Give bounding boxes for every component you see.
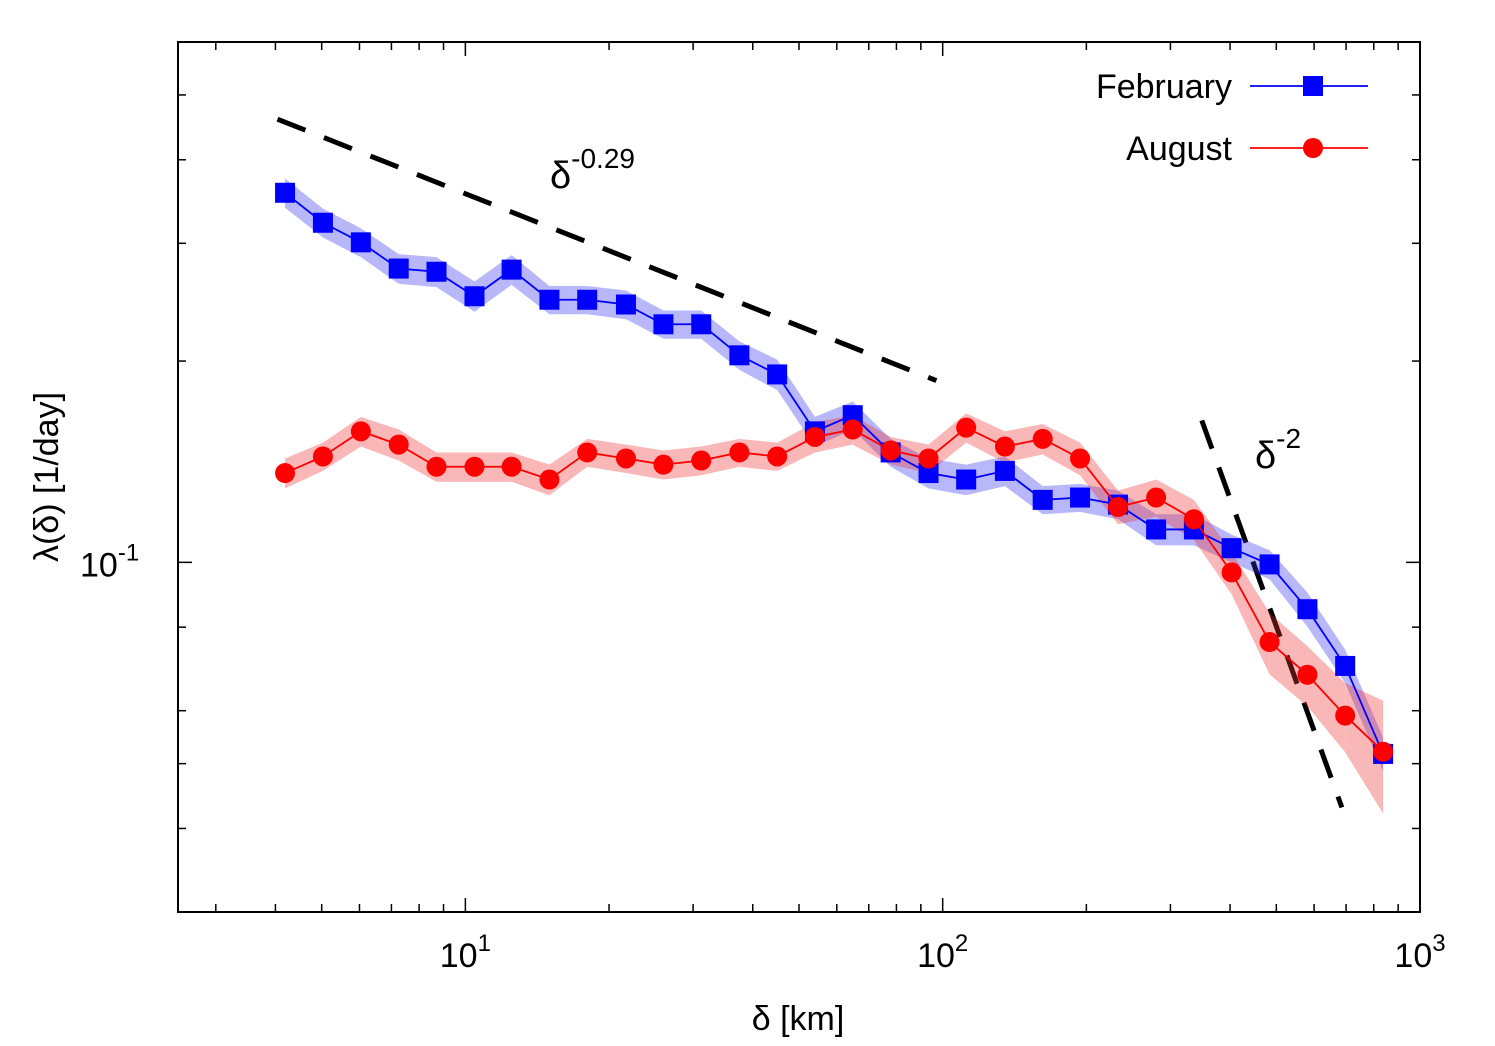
marker xyxy=(956,417,977,438)
marker xyxy=(350,421,371,442)
annotation-text: δ xyxy=(1255,435,1276,477)
marker xyxy=(804,426,825,447)
marker xyxy=(312,446,333,467)
marker xyxy=(1070,448,1091,469)
marker xyxy=(1146,519,1167,540)
marker xyxy=(842,419,863,440)
reference-line xyxy=(1199,419,1345,809)
marker xyxy=(464,286,485,307)
legend-label: February xyxy=(1096,68,1232,106)
marker xyxy=(653,454,674,475)
marker xyxy=(767,446,788,467)
legend-marker xyxy=(1303,138,1323,158)
marker xyxy=(426,261,447,282)
x-tick-label: 103 xyxy=(1394,930,1445,975)
marker xyxy=(1335,655,1356,676)
y-tick-exponent: -1 xyxy=(118,539,139,566)
marker xyxy=(1259,632,1280,653)
x-tick-exponent: 1 xyxy=(478,930,491,957)
marker xyxy=(539,469,560,490)
marker xyxy=(729,345,750,366)
y-tick-base: 10 xyxy=(80,546,118,584)
plot-frame xyxy=(177,41,1421,913)
x-tick-exponent: 3 xyxy=(1432,930,1445,957)
marker xyxy=(1297,664,1318,685)
legend-marker xyxy=(1303,76,1323,96)
marker xyxy=(501,456,522,477)
marker xyxy=(1297,599,1318,620)
annotation-text: δ xyxy=(550,155,571,197)
marker xyxy=(880,440,901,461)
marker xyxy=(1221,562,1242,583)
marker xyxy=(275,463,296,484)
y-axis-label: λ(δ) [1/day] xyxy=(28,392,66,562)
x-tick-base: 10 xyxy=(440,937,478,975)
marker xyxy=(1070,487,1091,508)
legend-label: August xyxy=(1126,130,1232,168)
marker xyxy=(918,448,939,469)
marker xyxy=(577,289,598,310)
x-tick-exponent: 2 xyxy=(955,930,968,957)
marker xyxy=(275,182,296,203)
marker xyxy=(1221,538,1242,559)
marker xyxy=(350,232,371,253)
annotation: δ-2 xyxy=(1255,423,1301,477)
marker xyxy=(1146,487,1167,508)
error-band-segment xyxy=(1269,612,1308,707)
marker xyxy=(501,259,522,280)
x-tick-label: 102 xyxy=(917,930,968,975)
marker xyxy=(1108,496,1129,517)
marker xyxy=(388,258,409,279)
annotation-exponent: -2 xyxy=(1276,423,1301,454)
y-tick-label: 10-1 xyxy=(80,539,139,584)
marker xyxy=(994,460,1015,481)
marker xyxy=(729,442,750,463)
marker xyxy=(1335,705,1356,726)
marker xyxy=(918,463,939,484)
x-tick-base: 10 xyxy=(917,937,955,975)
marker xyxy=(426,456,447,477)
marker xyxy=(1183,509,1204,530)
annotation-exponent: -0.29 xyxy=(571,143,635,174)
marker xyxy=(653,314,674,335)
annotation: δ-0.29 xyxy=(550,143,635,197)
marker xyxy=(615,448,636,469)
marker xyxy=(1259,554,1280,575)
marker xyxy=(312,212,333,233)
marker xyxy=(1032,428,1053,449)
marker xyxy=(577,442,598,463)
x-tick-base: 10 xyxy=(1394,937,1432,975)
reference-line xyxy=(276,116,938,383)
x-tick-label: 101 xyxy=(440,930,491,975)
marker xyxy=(767,364,788,385)
marker xyxy=(1032,489,1053,510)
x-axis-label: δ [km] xyxy=(752,1000,845,1038)
marker xyxy=(691,314,712,335)
marker xyxy=(994,436,1015,457)
marker xyxy=(842,405,863,426)
marker xyxy=(691,450,712,471)
marker xyxy=(539,289,560,310)
marker xyxy=(615,294,636,315)
marker xyxy=(388,434,409,455)
marker xyxy=(1373,741,1394,762)
marker xyxy=(464,456,485,477)
marker xyxy=(956,469,977,490)
